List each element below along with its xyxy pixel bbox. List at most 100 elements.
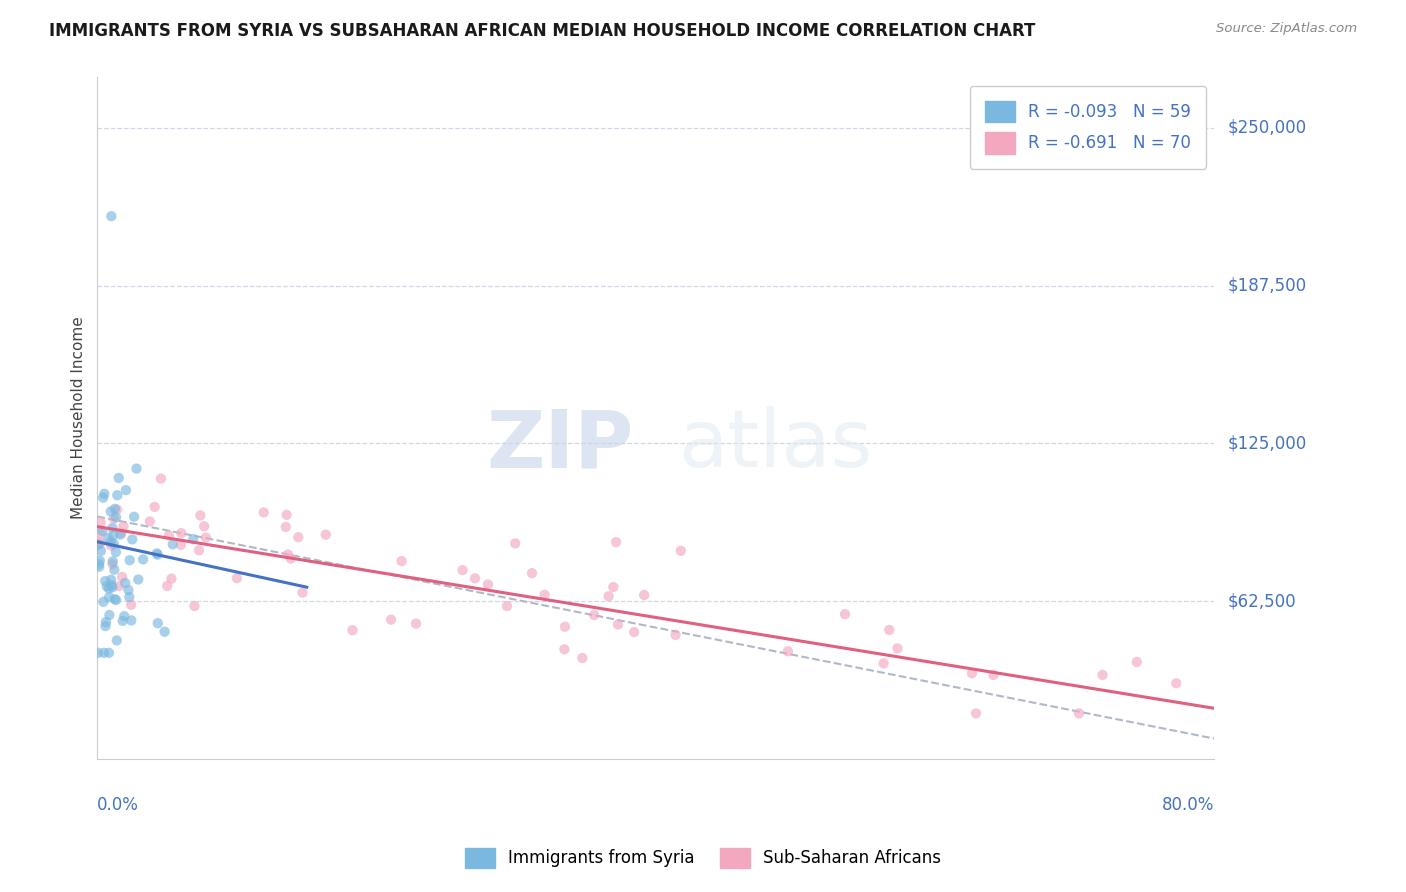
Point bbox=[170, 526, 193, 541]
Point bbox=[112, 609, 135, 624]
Point bbox=[93, 595, 115, 609]
Point bbox=[112, 519, 135, 533]
Point bbox=[94, 574, 117, 588]
Point bbox=[93, 487, 115, 501]
Point bbox=[153, 624, 176, 639]
Point bbox=[97, 531, 120, 545]
Point bbox=[554, 620, 576, 634]
Point bbox=[583, 608, 606, 623]
Point bbox=[146, 616, 169, 631]
Point bbox=[100, 504, 122, 518]
Point bbox=[960, 666, 983, 681]
Point bbox=[520, 566, 543, 581]
Point bbox=[380, 613, 402, 627]
Text: ZIP: ZIP bbox=[486, 407, 634, 484]
Point bbox=[115, 483, 138, 498]
Point bbox=[1126, 655, 1149, 669]
Point bbox=[315, 527, 337, 541]
Point bbox=[277, 548, 299, 562]
Point bbox=[834, 607, 856, 622]
Text: IMMIGRANTS FROM SYRIA VS SUBSAHARAN AFRICAN MEDIAN HOUSEHOLD INCOME CORRELATION : IMMIGRANTS FROM SYRIA VS SUBSAHARAN AFRI… bbox=[49, 22, 1036, 40]
Point bbox=[105, 502, 128, 516]
Point bbox=[139, 515, 162, 529]
Point bbox=[107, 471, 129, 485]
Point bbox=[602, 580, 624, 594]
Point bbox=[89, 526, 111, 541]
Point bbox=[533, 588, 555, 602]
Point bbox=[121, 533, 143, 547]
Text: $187,500: $187,500 bbox=[1227, 277, 1306, 294]
Point bbox=[162, 537, 184, 551]
Point bbox=[98, 607, 121, 622]
Point bbox=[143, 500, 166, 514]
Point bbox=[156, 579, 179, 593]
Point bbox=[195, 531, 218, 545]
Point bbox=[157, 528, 180, 542]
Point bbox=[91, 491, 114, 505]
Point bbox=[225, 571, 247, 585]
Point bbox=[291, 585, 314, 599]
Point bbox=[105, 593, 128, 607]
Point bbox=[170, 538, 193, 552]
Point bbox=[181, 532, 204, 546]
Point bbox=[146, 546, 169, 560]
Legend: Immigrants from Syria, Sub-Saharan Africans: Immigrants from Syria, Sub-Saharan Afric… bbox=[458, 841, 948, 875]
Point bbox=[118, 553, 141, 567]
Point bbox=[1091, 668, 1114, 682]
Point bbox=[669, 543, 692, 558]
Point bbox=[118, 590, 141, 604]
Point bbox=[132, 552, 155, 566]
Point bbox=[886, 641, 908, 656]
Point bbox=[97, 582, 120, 596]
Point bbox=[103, 563, 125, 577]
Point bbox=[90, 516, 112, 530]
Point bbox=[122, 509, 145, 524]
Point bbox=[101, 554, 124, 568]
Y-axis label: Median Household Income: Median Household Income bbox=[72, 317, 86, 519]
Point bbox=[496, 599, 519, 613]
Point bbox=[872, 657, 894, 671]
Point bbox=[110, 527, 132, 541]
Point bbox=[287, 530, 309, 544]
Text: $125,000: $125,000 bbox=[1227, 434, 1308, 452]
Point bbox=[983, 668, 1005, 682]
Point bbox=[101, 581, 124, 595]
Point bbox=[451, 563, 474, 577]
Point bbox=[104, 545, 127, 559]
Point bbox=[89, 537, 111, 551]
Point bbox=[103, 511, 125, 525]
Point bbox=[114, 576, 136, 591]
Point bbox=[633, 588, 655, 602]
Point bbox=[1166, 676, 1188, 690]
Point bbox=[965, 706, 987, 721]
Point bbox=[100, 209, 122, 223]
Point bbox=[146, 548, 169, 562]
Point bbox=[94, 619, 117, 633]
Point bbox=[598, 589, 620, 603]
Point bbox=[87, 538, 110, 552]
Point bbox=[391, 554, 413, 568]
Point bbox=[103, 528, 125, 542]
Point bbox=[101, 557, 124, 571]
Point bbox=[90, 544, 112, 558]
Point bbox=[623, 625, 645, 640]
Point bbox=[89, 554, 111, 568]
Point bbox=[127, 573, 149, 587]
Point bbox=[93, 646, 115, 660]
Text: 0.0%: 0.0% bbox=[97, 797, 139, 814]
Point bbox=[108, 579, 131, 593]
Text: $250,000: $250,000 bbox=[1227, 119, 1306, 136]
Point bbox=[553, 642, 575, 657]
Point bbox=[104, 501, 127, 516]
Point bbox=[110, 526, 132, 541]
Point bbox=[188, 508, 211, 523]
Point bbox=[571, 651, 593, 665]
Point bbox=[503, 536, 526, 550]
Point bbox=[89, 559, 111, 574]
Point bbox=[96, 579, 118, 593]
Point bbox=[125, 461, 148, 475]
Point bbox=[877, 623, 900, 637]
Point bbox=[104, 510, 127, 524]
Text: $62,500: $62,500 bbox=[1227, 592, 1296, 610]
Point bbox=[477, 577, 499, 591]
